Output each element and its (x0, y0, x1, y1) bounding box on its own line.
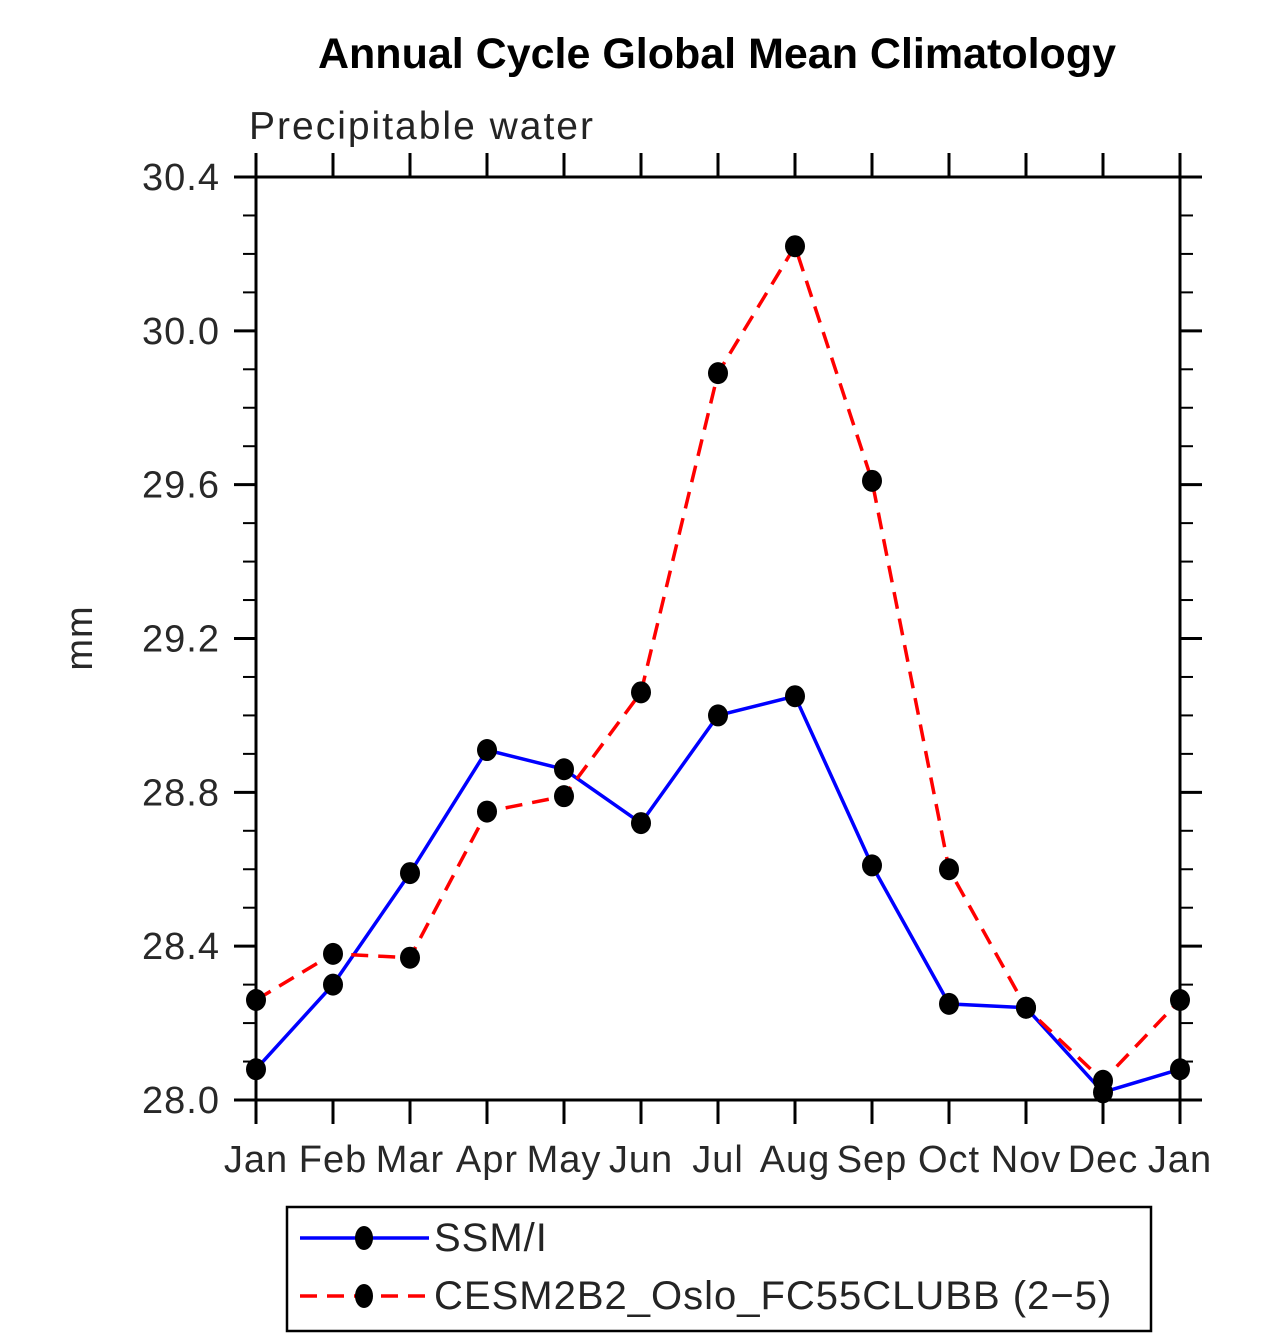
data-point-marker (631, 812, 651, 835)
y-tick-label: 28.8 (142, 772, 220, 814)
y-axis-label: mm (59, 605, 101, 670)
legend-label: CESM2B2_Oslo_FC55CLUBB (2−5) (434, 1274, 1112, 1318)
data-point-marker (1093, 1069, 1113, 1092)
y-tick-label: 30.4 (142, 157, 220, 199)
x-tick-label: Jun (609, 1139, 673, 1181)
plot-frame (254, 175, 1182, 1102)
data-point-marker (631, 681, 651, 704)
data-point-marker (400, 946, 420, 969)
legend-label: SSM/I (434, 1216, 548, 1260)
data-point-marker (246, 1058, 266, 1081)
y-tick-label: 29.2 (142, 619, 220, 661)
data-point-marker (1016, 996, 1036, 1019)
x-tick-label: Oct (918, 1139, 980, 1181)
data-point-marker (554, 785, 574, 808)
chart-subtitle: Precipitable water (249, 105, 595, 148)
series-line-0 (254, 694, 1181, 1095)
data-point-marker (862, 469, 882, 492)
chart-title: Annual Cycle Global Mean Climatology (318, 30, 1116, 78)
x-tick-label: Jan (224, 1139, 288, 1181)
x-tick-label: Jul (692, 1139, 744, 1181)
y-tick-label: 28.4 (142, 926, 220, 968)
x-tick-label: Feb (299, 1139, 367, 1181)
data-point-marker (785, 235, 805, 258)
x-tick-label: May (527, 1139, 602, 1181)
x-tick-label: Jan (1148, 1139, 1212, 1181)
data-point-marker (862, 854, 882, 877)
data-point-marker (939, 992, 959, 1015)
data-point-marker (785, 685, 805, 708)
y-tick-label: 28.0 (142, 1080, 220, 1122)
data-point-marker (477, 800, 497, 823)
data-point-marker (323, 942, 343, 965)
data-point-marker (477, 739, 497, 762)
legend-marker (355, 1226, 373, 1250)
x-tick-label: Sep (837, 1139, 908, 1181)
y-tick-label: 30.0 (142, 311, 220, 353)
x-tick-label: Aug (760, 1139, 831, 1181)
y-tick-label: 29.6 (142, 465, 220, 507)
data-point-marker (939, 858, 959, 881)
legend-frame (285, 1205, 1153, 1333)
data-point-marker (708, 704, 728, 727)
data-point-marker (1170, 989, 1190, 1012)
data-point-marker (246, 989, 266, 1012)
data-point-marker (554, 758, 574, 781)
data-point-marker (400, 862, 420, 885)
data-point-marker (323, 973, 343, 996)
data-point-marker (1170, 1058, 1190, 1081)
x-tick-label: Nov (991, 1139, 1062, 1181)
x-tick-label: Dec (1068, 1139, 1139, 1181)
data-point-marker (708, 362, 728, 385)
x-tick-label: Apr (456, 1139, 518, 1181)
x-tick-label: Mar (376, 1139, 444, 1181)
legend-marker (355, 1284, 373, 1308)
